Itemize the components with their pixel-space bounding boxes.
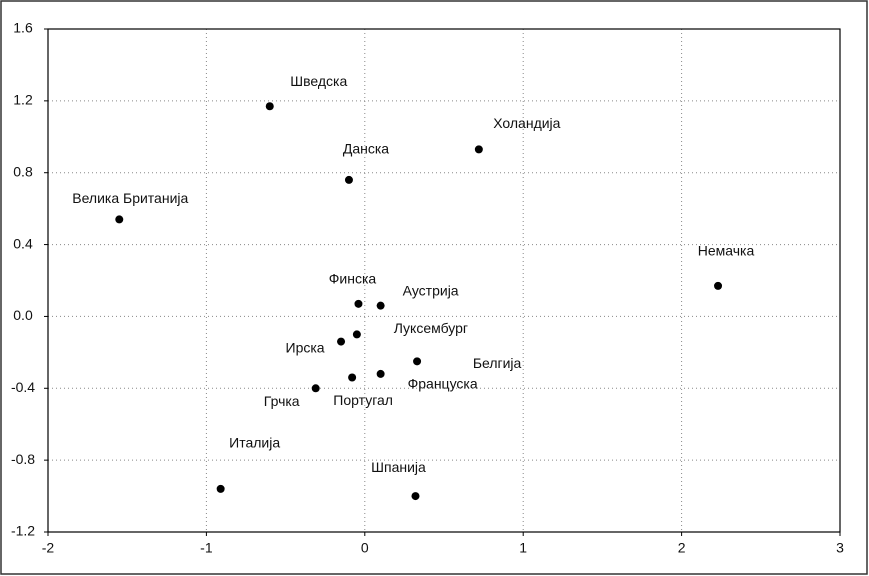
y-tick-label: 0.4 (13, 235, 33, 251)
point-label: Велика Британија (72, 190, 188, 206)
point (714, 281, 723, 290)
point-label: Белгија (473, 355, 522, 371)
x-tick-label: 3 (836, 540, 844, 556)
y-tick-label: -1.2 (11, 523, 35, 539)
y-tick-label: -0.8 (11, 451, 35, 467)
y-tick-label: 0.8 (13, 163, 33, 179)
point-label: Немачка (698, 243, 755, 259)
y-tick-label: -0.4 (11, 379, 35, 395)
y-tick-label: 1.6 (13, 20, 33, 36)
point-label: Данска (343, 141, 389, 157)
point-label: Португал (333, 392, 393, 408)
point (311, 384, 320, 393)
point-label: Финска (329, 271, 377, 287)
x-tick-label: 0 (361, 540, 369, 556)
point-label: Француска (408, 376, 478, 392)
point-label: Аустрија (403, 282, 459, 298)
point (411, 492, 420, 501)
y-tick-label: 1.2 (13, 92, 33, 108)
x-tick-label: -1 (200, 540, 213, 556)
point-label: Луксембург (394, 320, 468, 336)
point (344, 175, 353, 184)
point (376, 369, 385, 378)
point (216, 484, 225, 493)
point (474, 145, 483, 154)
point-label: Ирска (286, 339, 325, 355)
point (376, 301, 385, 310)
plot-frame (47, 28, 841, 533)
point (115, 215, 124, 224)
point (265, 102, 274, 111)
x-tick-label: 1 (519, 540, 527, 556)
x-tick-label: 2 (678, 540, 686, 556)
point-label: Италија (229, 435, 280, 451)
point-label: Грчка (264, 393, 300, 409)
point-label: Шпанија (371, 459, 426, 475)
y-tick-label: 0.0 (13, 307, 33, 323)
x-tick-label: -2 (42, 540, 55, 556)
point (348, 373, 357, 382)
point (337, 337, 346, 346)
point (354, 299, 363, 308)
point-label: Шведска (290, 73, 347, 89)
point-label: Холандија (493, 115, 560, 131)
point (352, 330, 361, 339)
point (413, 357, 422, 366)
